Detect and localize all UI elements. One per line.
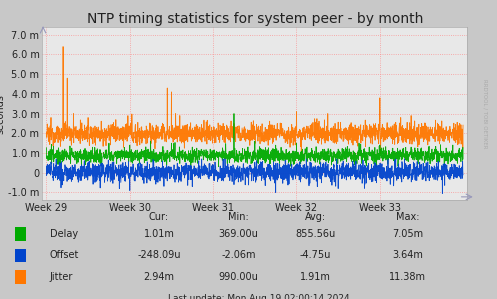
Text: -4.75u: -4.75u [300, 250, 331, 260]
Text: 855.56u: 855.56u [296, 229, 335, 239]
Text: Avg:: Avg: [305, 212, 326, 222]
Text: 3.64m: 3.64m [392, 250, 423, 260]
Text: 7.05m: 7.05m [392, 229, 423, 239]
Text: 2.94m: 2.94m [144, 272, 174, 282]
Text: -2.06m: -2.06m [221, 250, 256, 260]
Text: 11.38m: 11.38m [389, 272, 426, 282]
Text: Jitter: Jitter [50, 272, 73, 282]
Text: Max:: Max: [396, 212, 419, 222]
Y-axis label: seconds: seconds [0, 94, 5, 134]
Text: Offset: Offset [50, 250, 79, 260]
Title: NTP timing statistics for system peer - by month: NTP timing statistics for system peer - … [86, 12, 423, 26]
Text: RRDTOOL / TOBI OETIKER: RRDTOOL / TOBI OETIKER [482, 79, 487, 148]
Text: 369.00u: 369.00u [219, 229, 258, 239]
Text: 990.00u: 990.00u [219, 272, 258, 282]
Text: Last update: Mon Aug 19 02:00:14 2024: Last update: Mon Aug 19 02:00:14 2024 [167, 294, 349, 299]
Text: Cur:: Cur: [149, 212, 169, 222]
Text: 1.91m: 1.91m [300, 272, 331, 282]
Text: -248.09u: -248.09u [137, 250, 181, 260]
Text: Delay: Delay [50, 229, 78, 239]
Text: Min:: Min: [228, 212, 249, 222]
Text: 1.01m: 1.01m [144, 229, 174, 239]
